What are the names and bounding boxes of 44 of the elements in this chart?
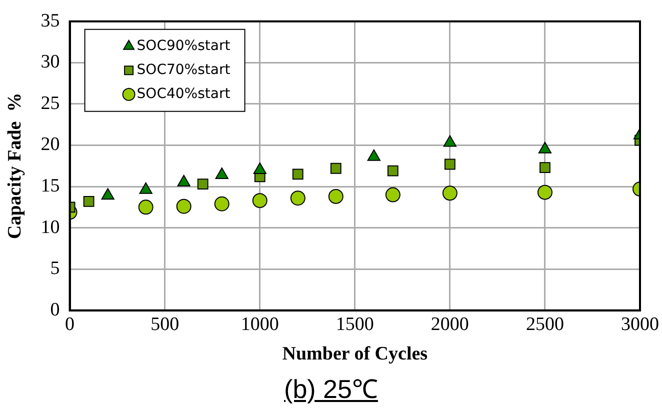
point	[367, 149, 380, 161]
y-tick-label: 15	[40, 176, 60, 197]
point	[443, 135, 456, 147]
y-tick-label: 20	[40, 134, 60, 156]
point	[290, 190, 306, 206]
x-tick-label: 1500	[336, 314, 374, 335]
y-tick-label: 10	[40, 216, 60, 238]
point	[538, 142, 552, 154]
point	[83, 196, 94, 207]
y-tick-label: 0	[50, 299, 60, 320]
y-tick-label: 35	[40, 10, 60, 32]
y-tick-label: 5	[50, 258, 60, 280]
point	[176, 198, 192, 214]
x-tick-label: 3000	[621, 314, 659, 335]
point	[385, 187, 400, 202]
x-tick-label: 2000	[430, 314, 469, 335]
point	[330, 162, 342, 174]
legend-label: SOC40%start	[136, 86, 231, 102]
point	[444, 158, 456, 170]
y-tick-label: 30	[40, 52, 60, 73]
y-axis-title: Capacity Fade %	[4, 92, 26, 239]
point	[214, 196, 230, 212]
point	[197, 178, 208, 190]
legend-label: SOC90%start	[136, 38, 231, 54]
point	[442, 186, 458, 201]
text: (b) 25℃	[284, 374, 378, 404]
point	[540, 162, 550, 173]
point	[101, 188, 114, 200]
point	[177, 174, 190, 186]
x-tick-label: 1000	[240, 314, 279, 335]
legend-label: SOC70%start	[136, 62, 231, 78]
point	[138, 200, 154, 215]
point	[537, 184, 552, 200]
point	[387, 165, 398, 176]
x-tick-label: 0	[65, 314, 75, 335]
point	[253, 162, 266, 174]
point	[252, 193, 268, 208]
x-tick-label: 2500	[526, 314, 564, 335]
x-axis-title: Number of Cycles	[282, 344, 428, 365]
point	[292, 168, 304, 180]
x-tick-label: 500	[150, 314, 180, 335]
point	[328, 188, 344, 204]
point	[215, 167, 228, 179]
y-tick-label: 25	[40, 92, 60, 114]
